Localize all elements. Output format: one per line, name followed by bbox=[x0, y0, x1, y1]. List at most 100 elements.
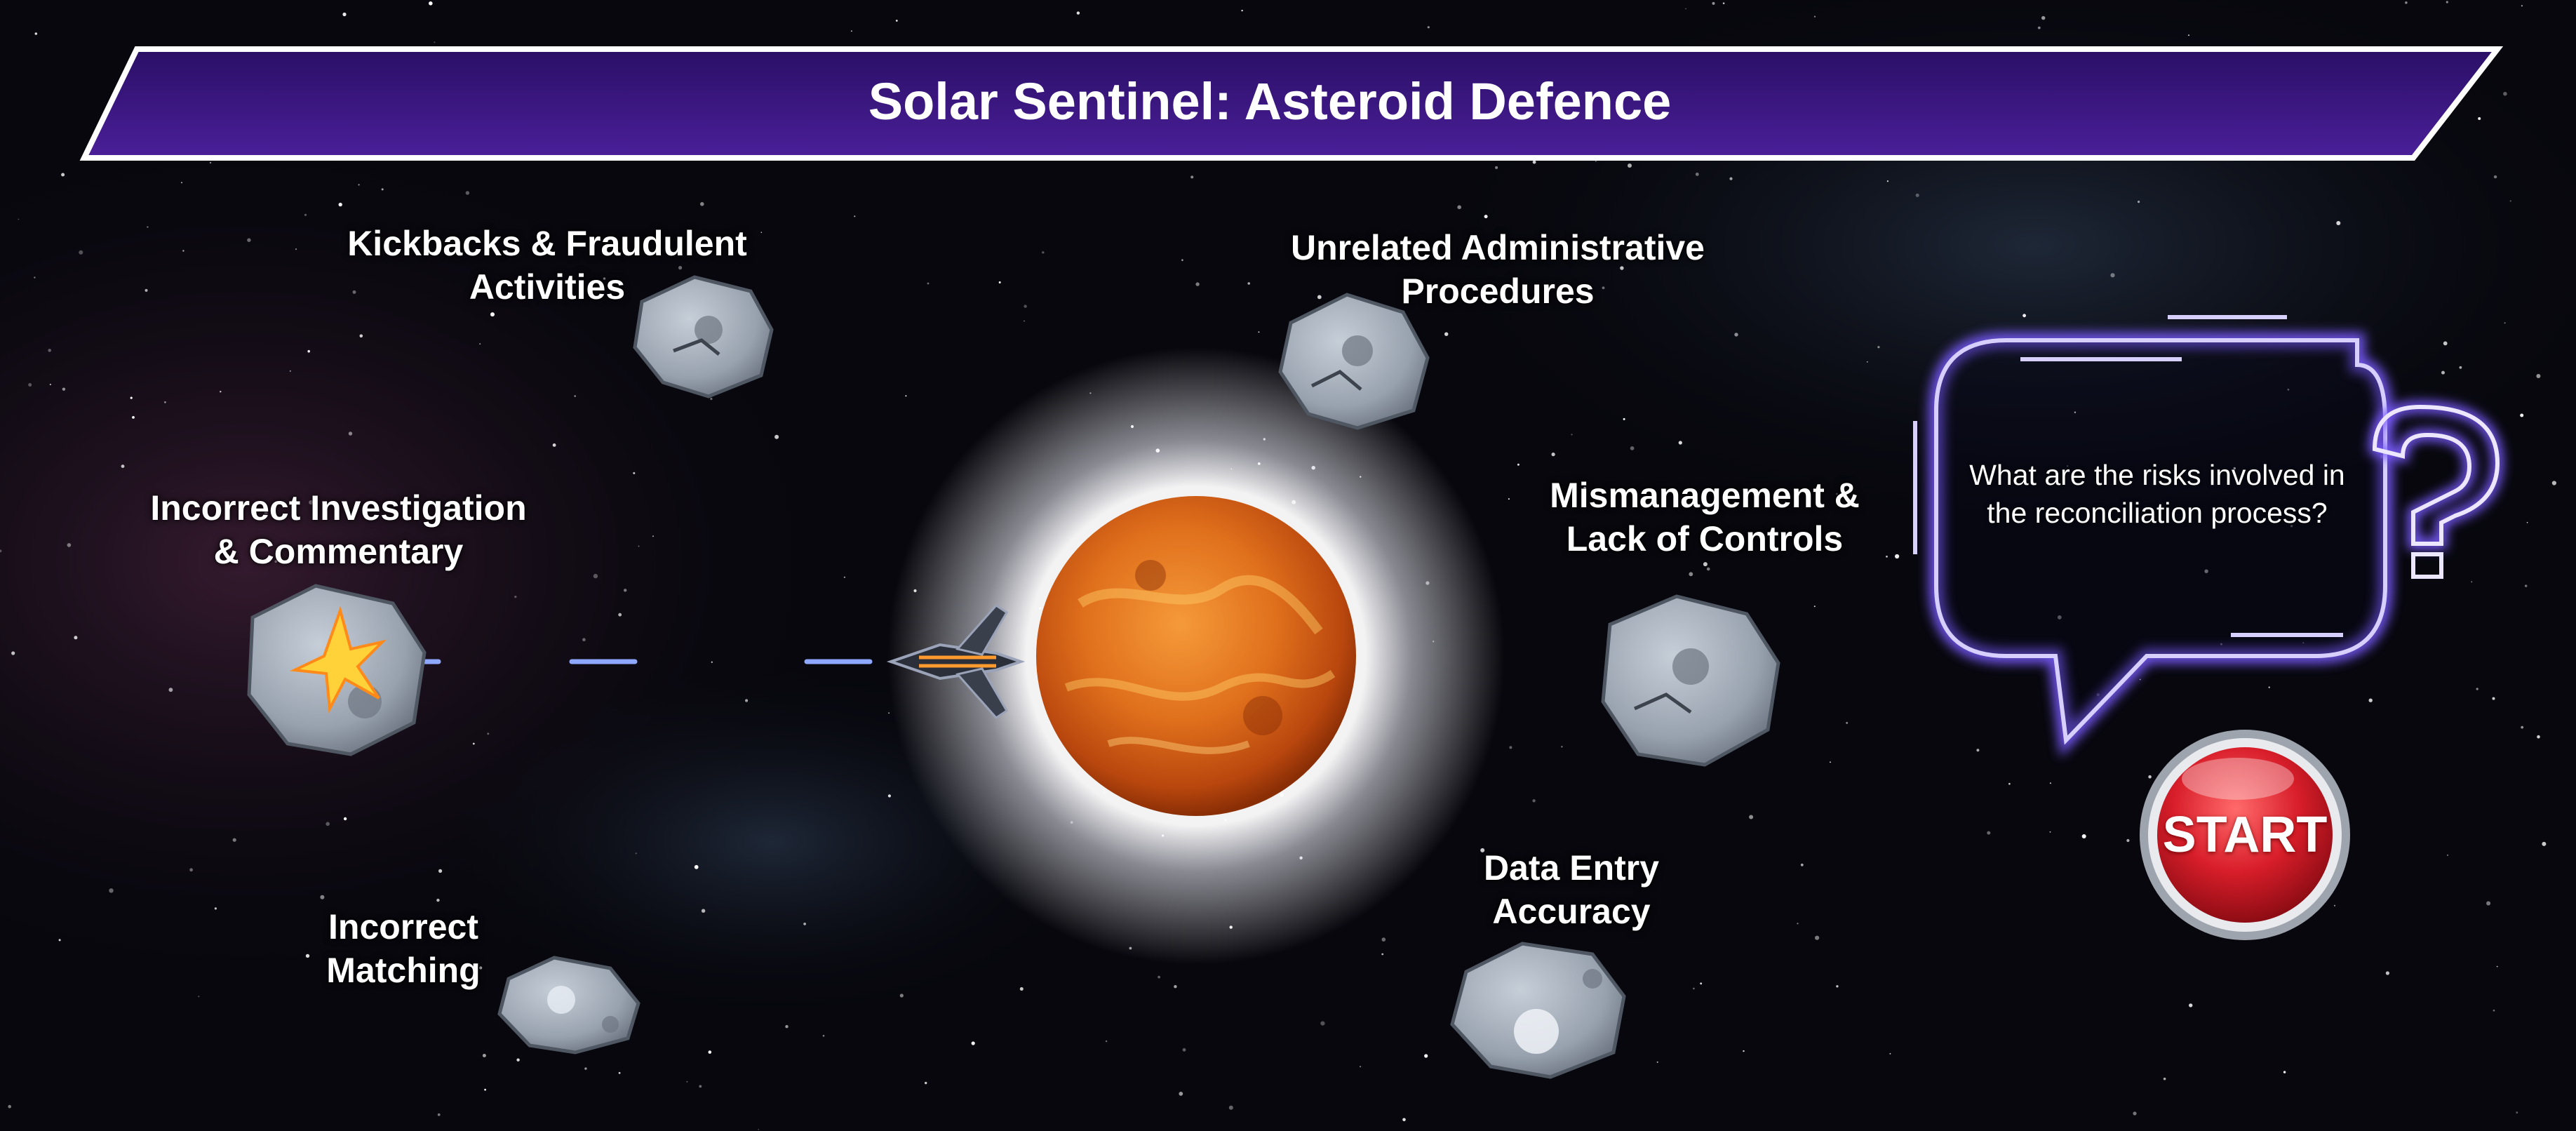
star bbox=[1571, 434, 1573, 436]
star bbox=[2081, 834, 2086, 838]
star bbox=[1427, 26, 1430, 29]
star bbox=[264, 511, 268, 515]
star bbox=[58, 939, 61, 942]
star bbox=[1024, 320, 1025, 322]
star bbox=[438, 869, 443, 873]
star bbox=[1695, 173, 1699, 176]
star bbox=[8, 1104, 11, 1109]
star bbox=[1241, 9, 1243, 12]
star bbox=[381, 188, 384, 191]
star bbox=[307, 349, 311, 353]
asteroid[interactable] bbox=[497, 956, 640, 1055]
star bbox=[745, 699, 749, 702]
star bbox=[1019, 987, 1024, 991]
star bbox=[710, 397, 713, 401]
star bbox=[711, 661, 713, 663]
asteroid-label: Data Entry Accuracy bbox=[1445, 846, 1698, 933]
star bbox=[843, 576, 845, 578]
asteroid-label-line: Incorrect bbox=[328, 907, 478, 946]
star bbox=[209, 161, 212, 164]
star bbox=[678, 266, 683, 270]
star bbox=[2525, 584, 2528, 587]
star bbox=[342, 12, 347, 17]
star bbox=[1360, 1066, 1362, 1068]
asteroid[interactable] bbox=[633, 275, 774, 399]
asteroid-label-line: Matching bbox=[326, 951, 481, 990]
star bbox=[1706, 567, 1710, 571]
sun-texture bbox=[1064, 560, 1336, 754]
asteroid[interactable] bbox=[1601, 594, 1780, 767]
star bbox=[1602, 286, 1605, 290]
star bbox=[352, 290, 356, 294]
star bbox=[1800, 863, 1804, 866]
star bbox=[1317, 295, 1322, 300]
star bbox=[2148, 775, 2152, 779]
star bbox=[1457, 205, 1461, 210]
star bbox=[927, 282, 930, 285]
star bbox=[189, 868, 193, 872]
star bbox=[1628, 163, 1632, 168]
star bbox=[145, 288, 148, 292]
star bbox=[2385, 971, 2389, 975]
star bbox=[624, 589, 627, 592]
star bbox=[2133, 1111, 2137, 1116]
star bbox=[2220, 643, 2222, 645]
star bbox=[343, 817, 347, 821]
star bbox=[1743, 1050, 1745, 1052]
star bbox=[552, 443, 556, 447]
star bbox=[2067, 465, 2069, 467]
star bbox=[34, 32, 38, 35]
star bbox=[1024, 304, 1027, 308]
star bbox=[2204, 569, 2208, 573]
star bbox=[1402, 1118, 1406, 1122]
spaceship-icon[interactable] bbox=[886, 604, 1026, 719]
star bbox=[2542, 841, 2547, 846]
star bbox=[429, 1, 433, 6]
star bbox=[971, 1041, 975, 1045]
start-button[interactable] bbox=[2140, 730, 2350, 940]
star bbox=[1228, 1105, 1233, 1110]
star bbox=[582, 638, 586, 641]
star bbox=[274, 560, 278, 563]
star bbox=[1320, 1021, 1325, 1026]
star bbox=[2049, 782, 2051, 784]
star bbox=[1158, 975, 1160, 979]
star bbox=[1181, 259, 1183, 262]
star bbox=[1678, 441, 1682, 445]
star bbox=[1700, 982, 1703, 985]
star bbox=[1846, 722, 1849, 724]
asteroid-label-line: Mismanagement & bbox=[1550, 476, 1860, 515]
star bbox=[164, 401, 166, 403]
star bbox=[1815, 935, 1820, 940]
asteroid-label-line: Procedures bbox=[1401, 272, 1595, 311]
star bbox=[2551, 481, 2556, 486]
star bbox=[48, 349, 51, 352]
star bbox=[2041, 15, 2046, 20]
star bbox=[2526, 521, 2528, 523]
star bbox=[618, 1071, 621, 1074]
star bbox=[2139, 678, 2141, 681]
asteroid[interactable] bbox=[1450, 942, 1626, 1079]
asteroid-label: Incorrect Investigation & Commentary bbox=[123, 486, 554, 573]
star bbox=[2126, 838, 2130, 843]
asteroid-label: Incorrect Matching bbox=[277, 905, 530, 992]
star bbox=[1532, 799, 1536, 803]
star bbox=[633, 471, 636, 474]
star bbox=[1886, 180, 1889, 182]
star bbox=[2302, 642, 2305, 644]
star bbox=[854, 215, 856, 218]
star bbox=[1076, 11, 1080, 15]
asteroid-label-line: Incorrect Investigation bbox=[150, 488, 527, 528]
star bbox=[700, 202, 704, 206]
star bbox=[2537, 735, 2540, 739]
star bbox=[584, 1067, 587, 1070]
star bbox=[2509, 200, 2511, 202]
star bbox=[28, 383, 32, 387]
star bbox=[79, 250, 83, 255]
star bbox=[465, 191, 470, 195]
asteroid[interactable] bbox=[1278, 293, 1430, 430]
star bbox=[2492, 697, 2495, 700]
star bbox=[2283, 1071, 2286, 1073]
star bbox=[2441, 370, 2445, 375]
star bbox=[198, 996, 200, 998]
